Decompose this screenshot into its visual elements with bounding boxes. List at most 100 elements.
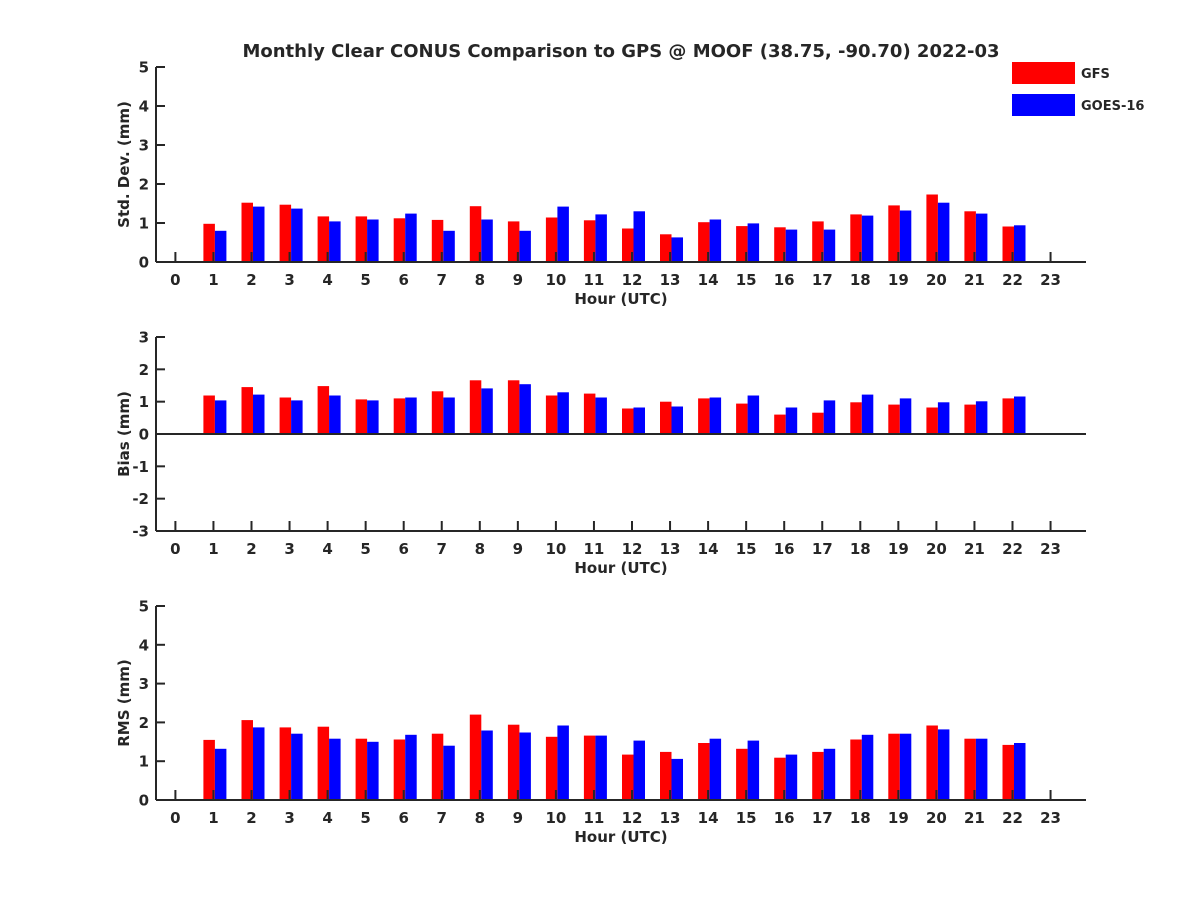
x-tick-label: 14 xyxy=(698,271,719,289)
bar-goes-16-hour-12 xyxy=(633,407,645,434)
bars xyxy=(203,714,1026,800)
x-tick-label: 6 xyxy=(398,809,408,827)
bar-goes-16-hour-7 xyxy=(443,745,455,800)
bar-goes-16-hour-18 xyxy=(861,215,874,262)
x-tick-label: 20 xyxy=(926,809,947,827)
x-tick-label: 22 xyxy=(1002,540,1023,558)
x-axis-label: Hour (UTC) xyxy=(574,559,667,577)
x-tick-label: 23 xyxy=(1040,271,1061,289)
bar-gfs-hour-2 xyxy=(241,202,253,262)
bars xyxy=(203,380,1026,434)
y-tick-label: 3 xyxy=(139,137,149,155)
bar-goes-16-hour-20 xyxy=(937,402,950,434)
x-tick-label: 2 xyxy=(246,540,256,558)
bar-gfs-hour-16 xyxy=(774,414,786,434)
bar-gfs-hour-16 xyxy=(774,227,786,262)
bar-goes-16-hour-11 xyxy=(595,214,607,262)
x-tick-label: 0 xyxy=(170,809,180,827)
bar-goes-16-hour-22 xyxy=(1014,743,1026,800)
bar-gfs-hour-21 xyxy=(964,738,976,800)
x-tick-label: 5 xyxy=(360,271,370,289)
x-tick-label: 1 xyxy=(208,271,218,289)
bar-gfs-hour-19 xyxy=(888,733,900,800)
bar-gfs-hour-12 xyxy=(622,228,634,262)
bar-goes-16-hour-8 xyxy=(481,388,493,434)
x-tick-label: 23 xyxy=(1040,809,1061,827)
x-tick-label: 3 xyxy=(284,271,294,289)
bar-gfs-hour-11 xyxy=(583,220,596,262)
bar-gfs-hour-2 xyxy=(241,387,253,434)
x-tick-label: 13 xyxy=(660,540,681,558)
x-tick-label: 19 xyxy=(888,809,909,827)
bar-gfs-hour-1 xyxy=(203,223,215,262)
bar-goes-16-hour-14 xyxy=(709,219,722,262)
bar-goes-16-hour-13 xyxy=(671,237,683,262)
y-axis-label: RMS (mm) xyxy=(115,659,133,746)
bar-gfs-hour-6 xyxy=(393,739,406,800)
bar-gfs-hour-10 xyxy=(545,736,558,800)
bar-gfs-hour-7 xyxy=(431,733,444,800)
x-tick-label: 10 xyxy=(545,809,566,827)
x-tick-label: 3 xyxy=(284,540,294,558)
bar-gfs-hour-18 xyxy=(850,214,862,262)
x-tick-label: 15 xyxy=(736,809,757,827)
bar-goes-16-hour-13 xyxy=(671,406,683,434)
bar-goes-16-hour-19 xyxy=(899,398,912,434)
x-tick-label: 21 xyxy=(964,809,985,827)
y-tick-label: 5 xyxy=(139,598,149,616)
bar-goes-16-hour-4 xyxy=(329,738,341,800)
y-tick-label: 4 xyxy=(139,98,149,116)
y-tick-label: 2 xyxy=(139,714,149,732)
legend: GFS GOES-16 xyxy=(1012,62,1144,116)
bar-gfs-hour-20 xyxy=(926,194,938,262)
bar-goes-16-hour-12 xyxy=(633,740,645,800)
bar-goes-16-hour-20 xyxy=(937,729,950,800)
bar-gfs-hour-13 xyxy=(660,751,672,800)
bar-goes-16-hour-11 xyxy=(595,735,607,800)
bar-goes-16-hour-15 xyxy=(747,395,760,434)
x-tick-label: 18 xyxy=(850,809,871,827)
bar-gfs-hour-17 xyxy=(812,221,824,262)
x-tick-label: 8 xyxy=(475,271,485,289)
bar-gfs-hour-4 xyxy=(317,216,330,262)
x-axis-label: Hour (UTC) xyxy=(574,290,667,308)
x-tick-label: 5 xyxy=(360,809,370,827)
x-tick-label: 6 xyxy=(398,540,408,558)
x-tick-label: 4 xyxy=(322,271,332,289)
x-tick-label: 7 xyxy=(437,809,447,827)
y-axis-label: Std. Dev. (mm) xyxy=(115,101,133,228)
bar-gfs-hour-8 xyxy=(469,714,482,800)
y-tick-label: 1 xyxy=(139,215,149,233)
bar-goes-16-hour-3 xyxy=(291,208,303,262)
bar-goes-16-hour-19 xyxy=(899,733,912,800)
x-tick-label: 12 xyxy=(622,271,643,289)
x-tick-label: 12 xyxy=(622,809,643,827)
bar-gfs-hour-3 xyxy=(279,727,292,800)
y-tick-label: -2 xyxy=(132,490,149,508)
bar-goes-16-hour-1 xyxy=(214,748,227,800)
x-tick-label: 16 xyxy=(774,540,795,558)
x-tick-label: 7 xyxy=(437,271,447,289)
bar-gfs-hour-9 xyxy=(507,380,520,434)
bar-gfs-hour-13 xyxy=(660,401,672,434)
bar-gfs-hour-20 xyxy=(926,725,938,800)
x-tick-label: 21 xyxy=(964,540,985,558)
bar-gfs-hour-17 xyxy=(812,751,824,800)
bar-gfs-hour-15 xyxy=(736,403,748,434)
bar-gfs-hour-12 xyxy=(622,754,634,800)
bars xyxy=(203,194,1026,262)
bar-gfs-hour-7 xyxy=(431,391,444,434)
x-tick-label: 10 xyxy=(545,540,566,558)
x-tick-label: 9 xyxy=(513,809,523,827)
x-tick-label: 17 xyxy=(812,271,833,289)
x-tick-label: 6 xyxy=(398,271,408,289)
bar-goes-16-hour-10 xyxy=(557,725,569,800)
bar-goes-16-hour-20 xyxy=(937,202,950,262)
bar-goes-16-hour-2 xyxy=(253,206,265,262)
bar-goes-16-hour-5 xyxy=(367,219,379,262)
bar-gfs-hour-16 xyxy=(774,757,786,800)
bar-goes-16-hour-8 xyxy=(481,219,493,262)
